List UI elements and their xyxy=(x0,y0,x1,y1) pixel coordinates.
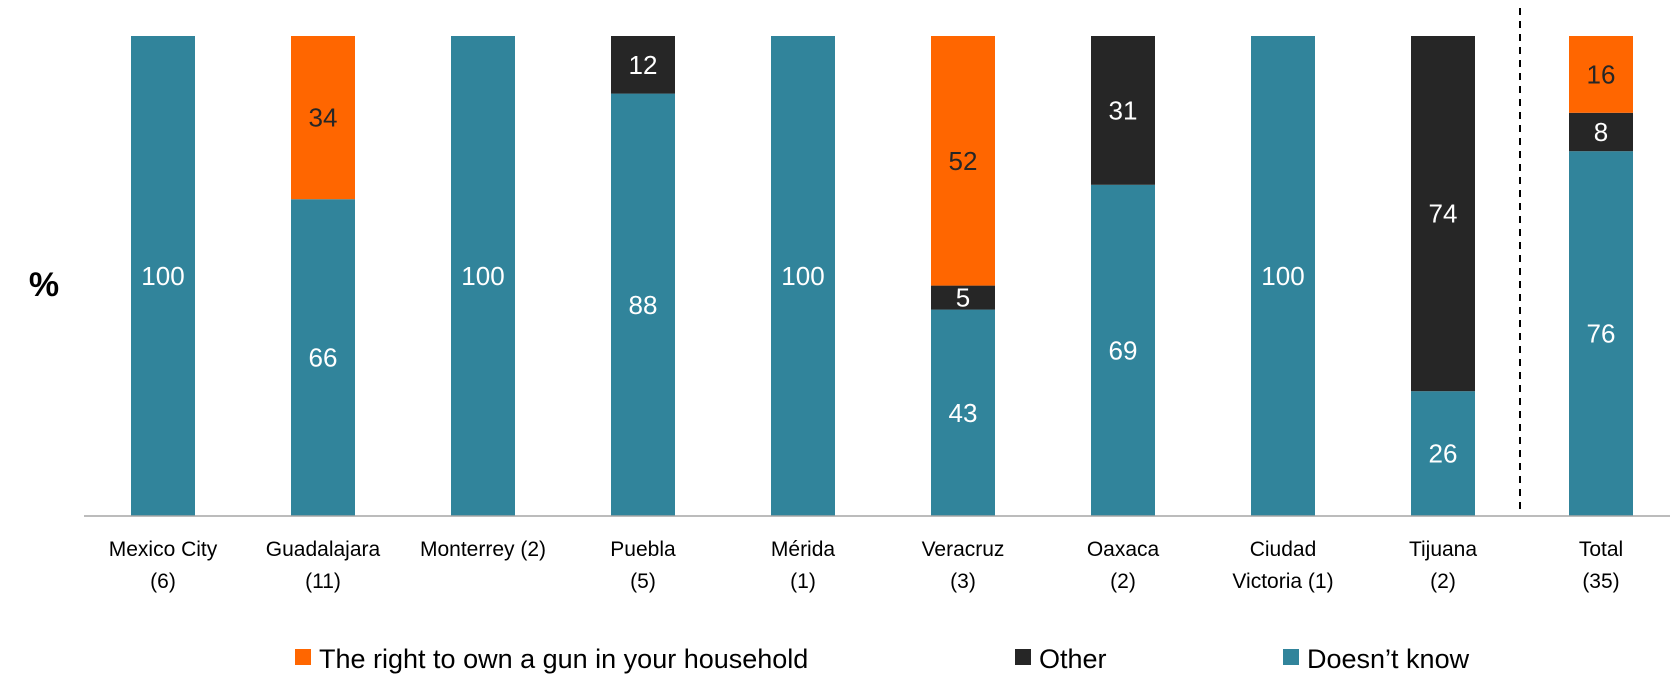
category-label-line: Veracruz xyxy=(922,538,1005,561)
bar-segment-other xyxy=(1569,112,1633,152)
value-label: 74 xyxy=(1429,199,1458,229)
legend-label: Other xyxy=(1039,644,1107,674)
legend-swatch xyxy=(1283,649,1299,665)
bar-segment-doesn-t-know xyxy=(1091,184,1155,517)
category-label: Total (35) xyxy=(1579,538,1623,593)
bar-segment-other xyxy=(1411,36,1475,392)
category-label-line: Guadalajara xyxy=(266,538,381,561)
value-label: 76 xyxy=(1587,319,1616,349)
category-label-line: Puebla xyxy=(610,538,676,561)
category-label-line: (35) xyxy=(1582,570,1619,593)
bar-segment-doesn-t-know xyxy=(451,36,515,516)
category-label: Veracruz (3) xyxy=(922,538,1005,593)
value-label: 26 xyxy=(1429,439,1458,469)
value-label: 66 xyxy=(309,343,338,373)
value-label: 34 xyxy=(309,103,338,133)
category-label-line: Oaxaca xyxy=(1087,538,1160,561)
category-label-line: Ciudad xyxy=(1250,538,1317,561)
bar-segment-other xyxy=(611,36,675,94)
category-label: Mexico City (6) xyxy=(109,538,218,593)
category-label-line: (2) xyxy=(1430,570,1456,593)
bar-segment-the-right-to-own-a-gun-in-your-household xyxy=(1569,36,1633,113)
value-label: 100 xyxy=(461,261,504,291)
value-label: 12 xyxy=(629,50,658,80)
value-label: 88 xyxy=(629,290,658,320)
category-label: Monterrey (2) xyxy=(420,538,546,561)
bar-segment-doesn-t-know xyxy=(291,199,355,516)
value-label: 52 xyxy=(949,146,978,176)
legend-swatch xyxy=(1015,649,1031,665)
category-label-line: (1) xyxy=(790,570,816,593)
value-label: 31 xyxy=(1109,95,1138,125)
category-labels-group: Mexico City (6) Guadalajara (11) Monterrey (… xyxy=(109,538,1623,593)
value-label: 43 xyxy=(949,398,978,428)
value-label: 100 xyxy=(781,261,824,291)
category-label: Ciudad Victoria (1) xyxy=(1232,538,1333,593)
bar-segment-other xyxy=(931,285,995,310)
category-label-line: (3) xyxy=(950,570,976,593)
bar-segment-doesn-t-know xyxy=(1251,36,1315,516)
legend-label: Doesn’t know xyxy=(1307,644,1470,674)
category-label-line: Tijuana xyxy=(1409,538,1477,561)
bar-segment-doesn-t-know xyxy=(611,93,675,516)
category-label-line: (11) xyxy=(305,570,341,593)
bar-segment-the-right-to-own-a-gun-in-your-household xyxy=(291,36,355,200)
bar-segment-doesn-t-know xyxy=(1411,391,1475,516)
bar-segment-the-right-to-own-a-gun-in-your-household xyxy=(931,36,995,286)
legend-swatch xyxy=(295,649,311,665)
category-label-line: Monterrey (2) xyxy=(420,538,546,561)
y-axis-label: % xyxy=(29,266,59,304)
value-label: 16 xyxy=(1587,59,1616,89)
bar-segment-doesn-t-know xyxy=(131,36,195,516)
category-label: Tijuana (2) xyxy=(1409,538,1477,593)
category-label-line: (5) xyxy=(630,570,656,593)
category-label: Oaxaca (2) xyxy=(1087,538,1160,593)
value-label: 5 xyxy=(956,283,970,313)
category-label: Puebla (5) xyxy=(610,538,676,593)
value-label: 100 xyxy=(141,261,184,291)
category-label-line: Total xyxy=(1579,538,1623,561)
category-label-line: (6) xyxy=(150,570,176,593)
bar-segment-doesn-t-know xyxy=(771,36,835,516)
legend-label: The right to own a gun in your household xyxy=(319,644,808,674)
value-label: 69 xyxy=(1109,335,1138,365)
category-label: Guadalajara (11) xyxy=(266,538,381,593)
legend: The right to own a gun in your household… xyxy=(295,644,1470,674)
category-label-line: Victoria (1) xyxy=(1232,570,1333,593)
category-label-line: Mexico City xyxy=(109,538,218,561)
bar-segment-doesn-t-know xyxy=(931,309,995,516)
bar-segment-doesn-t-know xyxy=(1569,151,1633,516)
bar-segment-other xyxy=(1091,36,1155,185)
category-label-line: Mérida xyxy=(771,538,836,561)
bars-group: 100 66 34 100 88 12 100 43 5 52 69 31 100 26 74 76 8 16 xyxy=(131,36,1633,517)
value-label: 8 xyxy=(1594,117,1608,147)
category-label: Mérida (1) xyxy=(771,538,836,593)
value-label: 100 xyxy=(1261,261,1304,291)
category-label-line: (2) xyxy=(1110,570,1136,593)
